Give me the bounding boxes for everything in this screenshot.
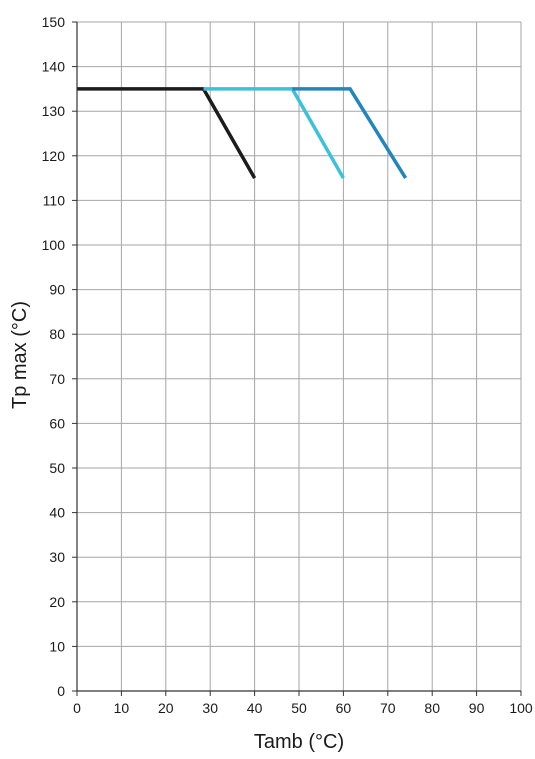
y-tick-label: 120 — [42, 148, 66, 164]
y-tick-label: 150 — [42, 14, 66, 30]
x-tick-label: 40 — [247, 700, 263, 716]
y-tick-label: 30 — [49, 549, 65, 565]
x-tick-label: 0 — [73, 700, 81, 716]
y-tick-label: 130 — [42, 103, 66, 119]
x-tick-label: 10 — [114, 700, 130, 716]
y-tick-label: 100 — [42, 237, 66, 253]
y-tick-label: 140 — [42, 59, 66, 75]
x-tick-label: 80 — [424, 700, 440, 716]
x-tick-label: 70 — [380, 700, 396, 716]
x-tick-label: 90 — [469, 700, 485, 716]
y-tick-label: 90 — [49, 282, 65, 298]
x-tick-label: 50 — [291, 700, 307, 716]
x-axis-title: Tamb (°C) — [254, 731, 344, 753]
y-tick-label: 60 — [49, 415, 65, 431]
x-tick-label: 60 — [336, 700, 352, 716]
grid — [77, 21, 522, 691]
y-tick-label: 70 — [49, 371, 65, 387]
y-tick-label: 80 — [49, 326, 65, 342]
y-tick-label: 110 — [43, 192, 66, 208]
tick-labels: 0 10 20 30 40 50 60 70 80 90 100 0 10 20 30 40 50 60 70 80 9… — [42, 14, 533, 716]
x-tick-label: 30 — [202, 700, 218, 716]
series-line-2 — [203, 87, 345, 179]
axes — [72, 21, 522, 696]
y-tick-label: 50 — [49, 460, 65, 476]
y-tick-label: 0 — [57, 683, 65, 699]
y-tick-label: 10 — [49, 638, 65, 654]
x-tick-label: 20 — [158, 700, 174, 716]
y-axis-title: Tp max (°C) — [9, 301, 31, 409]
series-lines — [77, 87, 408, 180]
y-tick-label: 40 — [49, 505, 65, 521]
y-tick-label: 20 — [49, 594, 65, 610]
x-tick-label: 100 — [509, 700, 533, 716]
series-line-3 — [292, 87, 408, 180]
